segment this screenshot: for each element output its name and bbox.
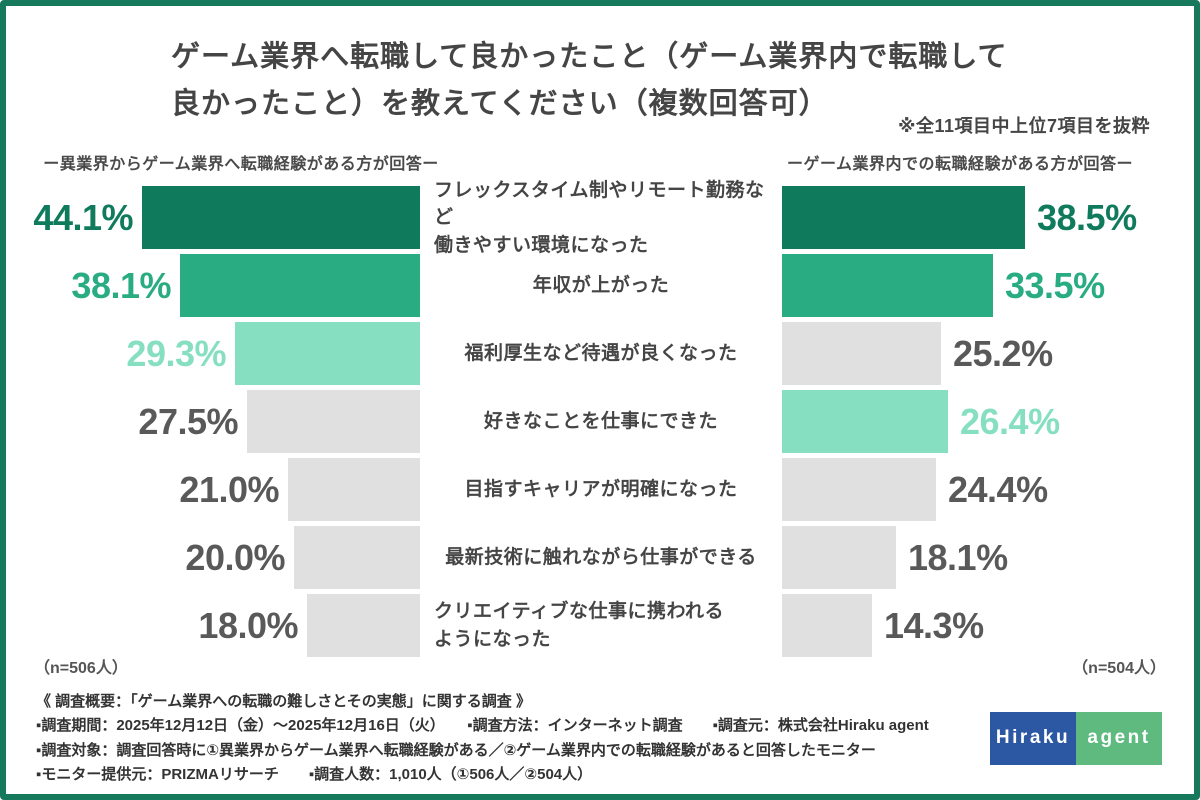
left-bar — [235, 322, 420, 386]
right-bar — [782, 458, 936, 522]
right-bar-cell: 38.5% — [782, 186, 1194, 250]
left-value-label: 21.0% — [179, 468, 279, 510]
right-value-label: 38.5% — [1037, 196, 1137, 238]
left-value-label: 44.1% — [33, 196, 133, 238]
chart-row-2: 38.1% 年収が上がった 33.5% — [6, 252, 1194, 320]
left-series-header: ー異業界からゲーム業界へ転職経験がある方が回答ー — [43, 155, 439, 173]
category-label: 年収が上がった — [532, 275, 670, 297]
left-value-label: 20.0% — [185, 536, 285, 578]
left-value-label: 29.3% — [126, 332, 226, 374]
category-label: 最新技術に触れながら仕事ができる — [445, 547, 757, 569]
right-bar — [782, 186, 1025, 250]
right-value-label: 24.4% — [948, 468, 1048, 510]
logo-hiraku-box: Hiraku — [990, 711, 1076, 765]
left-bar-cell: 44.1% — [6, 186, 420, 250]
right-bar-cell: 24.4% — [782, 458, 1194, 522]
page-title: ゲーム業界へ転職して良かったこと（ゲーム業界内で転職して 良かったこと）を教えて… — [171, 41, 1008, 120]
right-bar-cell: 33.5% — [782, 254, 1194, 318]
right-bar-cell: 26.4% — [782, 390, 1194, 454]
chart-row-7: 18.0% クリエイティブな仕事に携われる ようになった 14.3% — [6, 592, 1194, 660]
category-label: 福利厚生など待遇が良くなった — [464, 343, 738, 365]
hiraku-agent-logo: Hiraku agent — [990, 711, 1162, 765]
right-bar — [782, 594, 872, 658]
chart-row-6: 20.0% 最新技術に触れながら仕事ができる 18.1% — [6, 524, 1194, 592]
left-value-label: 38.1% — [71, 264, 171, 306]
survey-footer: 《 調査概要：「ゲーム業界への転職の難しさとその実態」に関する調査 》 ▪調査期… — [6, 690, 1194, 787]
left-bar — [307, 594, 420, 658]
chart-row-1: 44.1% フレックスタイム制やリモート勤務など 働きやすい環境になった 38.5% — [6, 179, 1194, 256]
survey-detail-line-2: ▪調査対象：調査回答時に①異業界からゲーム業界へ転職経験がある／②ゲーム業界内で… — [36, 741, 876, 759]
title-note: ※全11項目中上位7項目を抜粋 — [897, 116, 1150, 136]
left-bar — [247, 390, 420, 454]
right-value-label: 25.2% — [953, 332, 1053, 374]
right-bar — [782, 322, 941, 386]
right-bar-cell: 18.1% — [782, 526, 1194, 590]
left-value-label: 18.0% — [198, 604, 298, 646]
category-label: フレックスタイム制やリモート勤務など 働きやすい環境になった — [434, 179, 765, 256]
butterfly-bar-chart: 44.1% フレックスタイム制やリモート勤務など 働きやすい環境になった 38.5%… — [6, 179, 1194, 660]
category-label: 目指すキャリアが明確になった — [464, 479, 738, 501]
header: ゲーム業界へ転職して良かったこと（ゲーム業界内で転職して 良かったこと）を教えて… — [6, 34, 1194, 136]
left-value-label: 27.5% — [138, 400, 238, 442]
column-headers: ー異業界からゲーム業界へ転職経験がある方が回答ー ーゲーム業界内での転職経験があ… — [6, 150, 1194, 174]
left-bar-cell: 38.1% — [6, 254, 420, 318]
right-bar — [782, 526, 896, 590]
left-bar-cell: 27.5% — [6, 390, 420, 454]
chart-row-5: 21.0% 目指すキャリアが明確になった 24.4% — [6, 456, 1194, 524]
survey-detail-line-1: ▪調査期間：2025年12月12日（金）〜2025年12月16日（火） ▪調査方… — [36, 717, 929, 735]
survey-details: ▪調査期間：2025年12月12日（金）〜2025年12月16日（火） ▪調査方… — [36, 714, 1194, 787]
category-label: 好きなことを仕事にできた — [483, 411, 718, 433]
category-label: クリエイティブな仕事に携われる ようになった — [434, 601, 725, 650]
chart-row-3: 29.3% 福利厚生など待遇が良くなった 25.2% — [6, 320, 1194, 388]
survey-overview-heading: 《 調査概要：「ゲーム業界への転職の難しさとその実態」に関する調査 》 — [36, 692, 531, 710]
logo-agent-box: agent — [1076, 711, 1162, 765]
left-sample-size: （n=506人） — [34, 659, 128, 677]
left-bar — [288, 458, 420, 522]
left-bar-cell: 21.0% — [6, 458, 420, 522]
sample-size-row: （n=506人） （n=504人） — [6, 654, 1194, 678]
chart-row-4: 27.5% 好きなことを仕事にできた 26.4% — [6, 388, 1194, 456]
center-spacer — [476, 150, 726, 174]
left-bar — [294, 526, 420, 590]
left-bar — [180, 254, 420, 318]
right-sample-size: （n=504人） — [1072, 659, 1166, 677]
right-bar-cell: 14.3% — [782, 594, 1194, 658]
right-value-label: 18.1% — [908, 536, 1008, 578]
right-series-header: ーゲーム業界内での転職経験がある方が回答ー — [786, 155, 1134, 173]
right-value-label: 26.4% — [960, 400, 1060, 442]
left-bar-cell: 20.0% — [6, 526, 420, 590]
survey-detail-line-3: ▪モニター提供元：PRIZMAリサーチ ▪調査人数：1,010人（①506人／②… — [36, 765, 593, 783]
left-bar-cell: 29.3% — [6, 322, 420, 386]
right-bar — [782, 254, 993, 318]
right-bar — [782, 390, 948, 454]
left-bar — [142, 186, 420, 250]
right-bar-cell: 25.2% — [782, 322, 1194, 386]
right-value-label: 14.3% — [884, 604, 984, 646]
left-bar-cell: 18.0% — [6, 594, 420, 658]
right-value-label: 33.5% — [1005, 264, 1105, 306]
